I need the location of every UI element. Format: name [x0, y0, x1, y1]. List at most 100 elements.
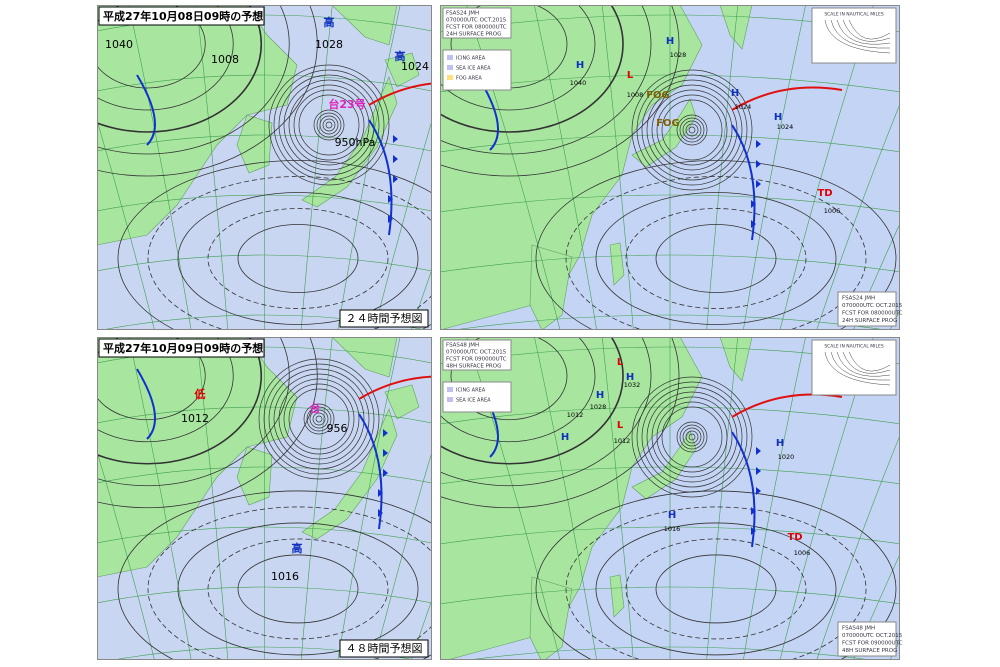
typhoon-isobar — [651, 396, 733, 478]
isobar — [237, 554, 359, 624]
land — [631, 98, 697, 168]
title-box — [98, 6, 265, 26]
map-label: H — [666, 36, 674, 47]
land — [331, 337, 398, 378]
typhoon-isobar — [283, 383, 355, 455]
typhoon-isobar — [631, 69, 753, 191]
land — [384, 52, 420, 88]
front-triangle — [388, 215, 393, 223]
typhoon-isobar — [288, 388, 350, 450]
map-label: 950hPa — [335, 136, 376, 149]
front-triangle — [393, 175, 398, 183]
longitude-line — [601, 337, 634, 660]
longitude-line — [128, 5, 192, 330]
frame — [440, 337, 900, 660]
typhoon-isobar — [319, 115, 339, 135]
typhoon-isobar — [679, 424, 705, 450]
front-triangle — [756, 447, 761, 455]
isobar — [440, 337, 652, 487]
land — [609, 242, 625, 286]
footer-box — [837, 621, 897, 657]
map-title: 平成27年10月09日09時の予想 — [103, 341, 263, 355]
header-line: 070000UTC OCT.2015 — [446, 18, 507, 24]
latitude-line — [440, 466, 900, 485]
isobar — [97, 337, 290, 487]
map-label: H — [596, 390, 604, 401]
typhoon-isobar — [636, 381, 748, 493]
scale-box — [811, 7, 897, 64]
latitude-line — [440, 254, 900, 273]
map-label: 1008 — [627, 91, 644, 99]
front-triangle — [383, 469, 388, 477]
footer-line: 24H SURFACE PROG — [842, 318, 897, 324]
scale-title: SCALE IN NAUTICAL MILES — [824, 12, 884, 18]
typhoon-isobar — [312, 412, 326, 426]
front-triangle — [756, 160, 761, 168]
land — [301, 76, 398, 208]
scale-curve — [824, 351, 891, 386]
map-label: 1032 — [624, 381, 641, 389]
frame — [440, 5, 900, 330]
map-label: 1008 — [211, 53, 239, 66]
header-line: FCST FOR 090000UTC — [446, 357, 507, 363]
map-panel: 平成27年10月08日09時の予想２４時間予想図10401008高1028高10… — [97, 5, 432, 330]
latitude-line — [97, 134, 432, 152]
latitude-line — [440, 586, 900, 605]
footer-line: FSAS48 JMH — [842, 626, 875, 632]
map-label: H — [774, 112, 782, 123]
typhoon-isobar — [273, 69, 385, 181]
frame — [97, 337, 432, 660]
isobar — [655, 554, 777, 624]
isobar — [440, 5, 652, 155]
typhoon-isobar — [682, 427, 702, 447]
header-line: FSAS24 JMH — [446, 11, 479, 17]
longitude-line — [300, 337, 333, 660]
footer-line: 070000UTC OCT.2015 — [842, 633, 903, 639]
cold-front — [136, 74, 156, 146]
map-body — [97, 337, 432, 660]
isobar — [625, 538, 807, 640]
map-label: H — [626, 372, 634, 383]
typhoon-isobar — [268, 64, 390, 186]
longitude-line — [816, 434, 900, 660]
isobar — [147, 176, 432, 330]
scale-curve — [848, 351, 891, 372]
map-label: 1028 — [670, 51, 687, 59]
map-label: 台23号 — [328, 97, 365, 111]
isobar — [440, 337, 680, 509]
map-label: H — [561, 432, 569, 443]
warm-front — [358, 375, 432, 400]
longitude-line — [97, 119, 155, 330]
typhoon-isobar — [676, 114, 708, 146]
legend-box — [442, 381, 512, 413]
front-triangle — [383, 429, 388, 437]
land — [301, 408, 398, 540]
isobar — [655, 224, 777, 293]
map-panel: 平成27年10月09日09時の予想 ４８時間予想図 低 1012 台 956 高 1016 — [97, 337, 432, 660]
typhoon-isobar — [288, 84, 370, 166]
scale-curve — [848, 19, 891, 40]
map-label: 1016 — [271, 570, 299, 583]
latitude-line — [440, 134, 900, 153]
isobar — [595, 522, 837, 656]
typhoon-isobar — [322, 118, 336, 132]
front-triangle — [756, 487, 761, 495]
typhoon-isobar — [309, 409, 329, 429]
cold-front — [136, 368, 156, 440]
isobar — [595, 192, 837, 325]
scale-curve — [836, 351, 891, 377]
typhoon-isobar — [298, 94, 360, 156]
legend-swatch — [447, 387, 453, 392]
typhoon-isobar — [676, 421, 708, 453]
map-label: 1012 — [614, 437, 631, 445]
typhoon-isobar — [661, 406, 723, 468]
longitude-line — [128, 337, 192, 660]
warm-front — [731, 86, 843, 111]
map-body — [97, 5, 432, 330]
isobar — [565, 506, 867, 660]
isobar — [97, 5, 318, 177]
typhoon-isobar — [646, 84, 738, 176]
map-caption: ２４時間予想図 — [346, 311, 423, 325]
